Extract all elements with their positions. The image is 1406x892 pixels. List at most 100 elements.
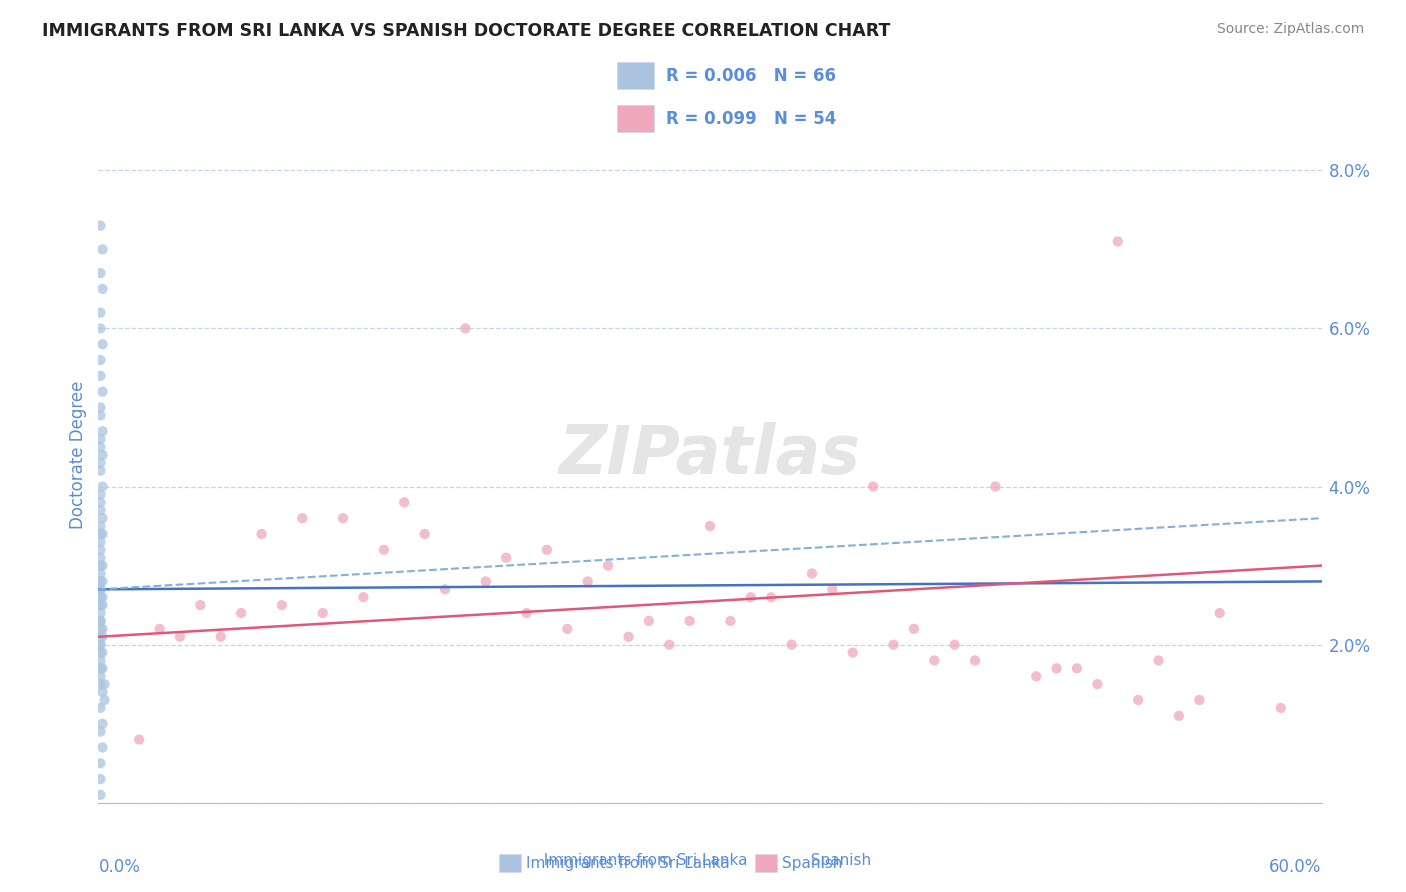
Point <box>91 685 114 699</box>
Text: 60.0%: 60.0% <box>1270 858 1322 876</box>
Point <box>89 550 111 565</box>
Point <box>922 653 945 667</box>
Point <box>1128 693 1150 707</box>
Point <box>1167 708 1189 723</box>
Point <box>91 661 114 675</box>
Point <box>943 638 966 652</box>
Point <box>718 614 742 628</box>
Point <box>91 740 114 755</box>
Point <box>89 614 111 628</box>
Point <box>89 409 111 423</box>
Point <box>1209 606 1232 620</box>
Text: Source: ZipAtlas.com: Source: ZipAtlas.com <box>1216 22 1364 37</box>
Y-axis label: Doctorate Degree: Doctorate Degree <box>69 381 87 529</box>
Point <box>89 756 111 771</box>
Point <box>128 732 150 747</box>
Text: Spanish: Spanish <box>801 854 872 868</box>
Point <box>89 368 111 383</box>
Point <box>89 582 111 597</box>
Point <box>89 519 111 533</box>
Point <box>89 614 111 628</box>
Point <box>984 479 1007 493</box>
Bar <box>499 855 522 872</box>
Point <box>91 384 114 399</box>
Point <box>89 574 111 589</box>
Point <box>188 598 212 612</box>
Point <box>91 448 114 462</box>
Point <box>89 305 111 319</box>
Point <box>89 487 111 501</box>
Point <box>231 606 253 620</box>
Point <box>495 550 517 565</box>
Point <box>89 591 111 605</box>
Point <box>89 788 111 802</box>
Point <box>862 479 884 493</box>
Text: ZIPatlas: ZIPatlas <box>560 422 860 488</box>
Text: R = 0.099   N = 54: R = 0.099 N = 54 <box>666 110 837 128</box>
Point <box>352 591 374 605</box>
Point <box>413 527 436 541</box>
Point <box>89 558 111 573</box>
Point <box>1045 661 1069 675</box>
Point <box>93 693 115 707</box>
Point <box>89 219 111 233</box>
Text: Immigrants from Sri Lanka: Immigrants from Sri Lanka <box>526 855 730 871</box>
Point <box>89 456 111 470</box>
Point <box>91 591 114 605</box>
Point <box>1147 653 1170 667</box>
Point <box>89 622 111 636</box>
Text: Spanish: Spanish <box>782 855 842 871</box>
Point <box>89 772 111 786</box>
Point <box>903 622 925 636</box>
Point <box>89 677 111 691</box>
Point <box>883 638 905 652</box>
Point <box>699 519 721 533</box>
Point <box>91 622 114 636</box>
Point <box>91 558 114 573</box>
Point <box>89 701 111 715</box>
Point <box>91 479 114 493</box>
Bar <box>755 855 778 872</box>
Point <box>91 574 114 589</box>
Point <box>89 503 111 517</box>
Point <box>516 606 538 620</box>
Point <box>841 646 863 660</box>
Point <box>89 321 111 335</box>
Point <box>761 591 783 605</box>
Point <box>821 582 844 597</box>
Point <box>91 511 114 525</box>
Point <box>91 646 114 660</box>
Point <box>89 669 111 683</box>
Point <box>169 630 191 644</box>
Point <box>965 653 987 667</box>
Point <box>312 606 335 620</box>
Point <box>332 511 354 525</box>
Point <box>679 614 702 628</box>
Point <box>536 542 558 557</box>
Point <box>91 716 114 731</box>
Point <box>474 574 498 589</box>
Text: Immigrants from Sri Lanka: Immigrants from Sri Lanka <box>534 854 748 868</box>
Point <box>270 598 294 612</box>
Bar <box>617 62 654 89</box>
Point <box>89 401 111 415</box>
Point <box>91 337 114 351</box>
Point <box>740 591 762 605</box>
Point <box>91 243 114 257</box>
Point <box>91 598 114 612</box>
Point <box>89 464 111 478</box>
Point <box>89 440 111 454</box>
Point <box>89 353 111 368</box>
Point <box>89 566 111 581</box>
Point <box>89 653 111 667</box>
Point <box>89 638 111 652</box>
Point <box>1107 235 1129 249</box>
Point <box>149 622 172 636</box>
Point <box>373 542 395 557</box>
Point <box>434 582 457 597</box>
Point <box>598 558 620 573</box>
Point <box>89 582 111 597</box>
Point <box>209 630 232 644</box>
Point <box>576 574 599 589</box>
Point <box>93 677 115 691</box>
